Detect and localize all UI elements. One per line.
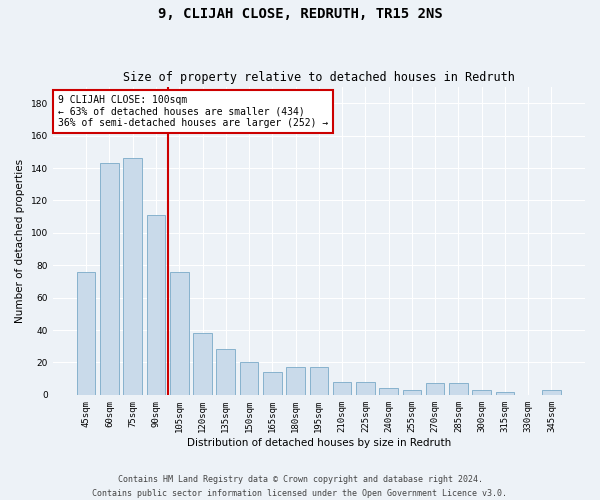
Text: 9, CLIJAH CLOSE, REDRUTH, TR15 2NS: 9, CLIJAH CLOSE, REDRUTH, TR15 2NS xyxy=(158,8,442,22)
Bar xyxy=(333,382,352,395)
Bar xyxy=(379,388,398,395)
Title: Size of property relative to detached houses in Redruth: Size of property relative to detached ho… xyxy=(123,72,515,85)
Bar xyxy=(496,392,514,395)
Bar xyxy=(426,384,445,395)
Bar xyxy=(100,163,119,395)
Bar xyxy=(472,390,491,395)
Bar xyxy=(77,272,95,395)
Bar xyxy=(356,382,374,395)
Bar xyxy=(310,368,328,395)
Bar xyxy=(240,362,259,395)
Bar xyxy=(146,215,165,395)
Bar xyxy=(193,334,212,395)
Bar xyxy=(542,390,561,395)
Bar xyxy=(170,272,188,395)
Bar xyxy=(449,384,468,395)
Bar xyxy=(403,390,421,395)
Bar xyxy=(286,368,305,395)
Bar xyxy=(124,158,142,395)
Bar xyxy=(263,372,281,395)
Bar xyxy=(217,350,235,395)
Text: 9 CLIJAH CLOSE: 100sqm
← 63% of detached houses are smaller (434)
36% of semi-de: 9 CLIJAH CLOSE: 100sqm ← 63% of detached… xyxy=(58,95,328,128)
X-axis label: Distribution of detached houses by size in Redruth: Distribution of detached houses by size … xyxy=(187,438,451,448)
Text: Contains HM Land Registry data © Crown copyright and database right 2024.
Contai: Contains HM Land Registry data © Crown c… xyxy=(92,476,508,498)
Y-axis label: Number of detached properties: Number of detached properties xyxy=(15,159,25,323)
